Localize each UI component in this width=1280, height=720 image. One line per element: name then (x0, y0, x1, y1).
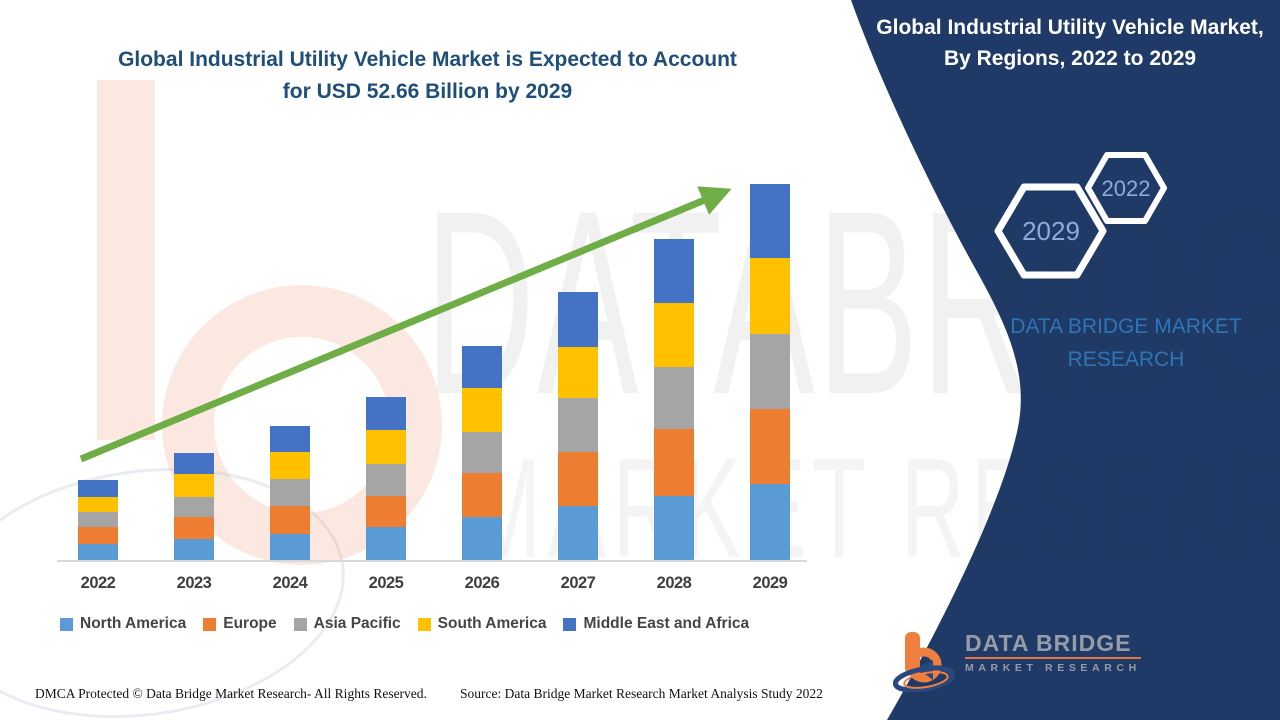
bar-segment-middle-east-and-africa-2024 (270, 425, 310, 452)
bar-segment-north-america-2028 (654, 495, 694, 560)
bar-segment-asia-pacific-2023 (174, 497, 214, 518)
legend-swatch-north-america (60, 617, 73, 631)
dbmr-logo-divider (965, 657, 1141, 659)
bar-2029 (750, 184, 790, 560)
x-axis-label-2023: 2023 (176, 574, 212, 592)
bar-segment-asia-pacific-2029 (750, 333, 790, 409)
x-axis-labels: 2022 2023 2024 2025 2026 2027 2028 2029 (57, 574, 807, 598)
dbmr-logo-title: DATA BRIDGE (965, 630, 1132, 656)
bar-segment-middle-east-and-africa-2023 (174, 453, 214, 474)
chart-title-line2: for USD 52.66 Billion by 2029 (282, 80, 573, 103)
legend-item-europe: Europe (203, 615, 277, 633)
bar-2024 (270, 425, 310, 560)
bar-segment-europe-2023 (174, 517, 214, 540)
x-axis-label-2028: 2028 (656, 574, 692, 592)
bar-segment-europe-2022 (78, 527, 118, 545)
bar-segment-north-america-2029 (750, 483, 790, 560)
x-axis-label-2027: 2027 (560, 574, 596, 592)
dbmr-logo-subtitle: MARKET RESEARCH (965, 662, 1141, 674)
legend: North America Europe Asia Pacific South Ame… (60, 615, 749, 633)
bar-segment-south-america-2024 (270, 451, 310, 480)
bar-segment-asia-pacific-2024 (270, 479, 310, 506)
legend-swatch-south-america (417, 617, 431, 631)
bar-segment-asia-pacific-2026 (462, 432, 502, 474)
bar-segment-north-america-2022 (78, 544, 118, 560)
bar-segment-middle-east-and-africa-2029 (750, 184, 790, 258)
bar-segment-asia-pacific-2027 (558, 398, 598, 453)
bar-2022 (78, 480, 118, 560)
legend-swatch-asia-pacific (293, 617, 307, 631)
legend-swatch-middle-east-and-africa (563, 617, 577, 631)
dbmr-logo: DATA BRIDGE MARKET RESEARCH (893, 630, 1141, 692)
bar-segment-asia-pacific-2022 (78, 511, 118, 528)
bar-segment-europe-2025 (366, 495, 406, 528)
bar-2023 (174, 453, 214, 560)
chart-title: Global Industrial Utility Vehicle Market… (30, 44, 825, 108)
bar-2026 (462, 346, 502, 560)
bar-segment-europe-2024 (270, 505, 310, 534)
bar-2027 (558, 291, 598, 560)
bar-segment-asia-pacific-2028 (654, 366, 694, 429)
bar-segment-europe-2029 (750, 408, 790, 484)
bar-segment-south-america-2028 (654, 302, 694, 367)
bar-segment-north-america-2024 (270, 533, 310, 560)
legend-label-europe: Europe (223, 615, 277, 632)
legend-label-north-america: North America (80, 615, 187, 632)
bar-segment-middle-east-and-africa-2026 (462, 346, 502, 389)
legend-label-south-america: South America (437, 615, 547, 632)
panel-title: Global Industrial Utility Vehicle Market… (876, 16, 1264, 70)
bar-segment-middle-east-and-africa-2025 (366, 397, 406, 430)
bar-segment-europe-2026 (462, 473, 502, 518)
bar-segment-middle-east-and-africa-2028 (654, 239, 694, 303)
bar-2028 (654, 239, 694, 560)
legend-item-asia-pacific: Asia Pacific (293, 615, 401, 633)
bar-segment-south-america-2026 (462, 388, 502, 433)
bar-segment-asia-pacific-2025 (366, 464, 406, 496)
bar-segment-north-america-2025 (366, 527, 406, 560)
legend-item-north-america: North America (60, 615, 186, 633)
bar-segment-middle-east-and-africa-2022 (78, 480, 118, 497)
bar-segment-north-america-2023 (174, 539, 214, 560)
bar-segment-south-america-2029 (750, 257, 790, 334)
bar-segment-south-america-2022 (78, 496, 118, 512)
x-axis-label-2029: 2029 (752, 574, 788, 592)
chart-title-line1: Global Industrial Utility Vehicle Market… (118, 48, 737, 71)
bar-segment-north-america-2026 (462, 517, 502, 560)
x-axis-label-2022: 2022 (80, 574, 116, 592)
legend-item-south-america: South America (417, 615, 547, 633)
bar-segment-europe-2028 (654, 428, 694, 496)
bar-segment-middle-east-and-africa-2027 (558, 291, 598, 347)
legend-swatch-europe (203, 617, 217, 631)
panel-brand-text: DATA BRIDGE MARKET RESEARCH (1010, 315, 1242, 371)
x-axis-label-2024: 2024 (272, 574, 308, 592)
bar-2025 (366, 397, 406, 560)
bar-segment-north-america-2027 (558, 505, 598, 560)
region-panel-background (851, 0, 1280, 720)
dbmr-logo-icon (893, 632, 955, 692)
x-axis-label-2026: 2026 (464, 574, 500, 592)
bar-segment-south-america-2025 (366, 429, 406, 465)
legend-item-middle-east-and-africa: Middle East and Africa (563, 615, 749, 633)
dbmr-logo-text: DATA BRIDGE MARKET RESEARCH (965, 630, 1141, 674)
legend-label-middle-east-and-africa: Middle East and Africa (583, 615, 750, 632)
bar-segment-south-america-2023 (174, 473, 214, 498)
footer-source: Source: Data Bridge Market Research Mark… (460, 686, 823, 701)
footer-dmca: DMCA Protected © Data Bridge Market Rese… (35, 686, 427, 701)
bar-segment-europe-2027 (558, 452, 598, 506)
x-axis-label-2025: 2025 (368, 574, 404, 592)
chart-plot-area (57, 175, 807, 562)
legend-label-asia-pacific: Asia Pacific (313, 615, 401, 632)
bar-segment-south-america-2027 (558, 346, 598, 399)
